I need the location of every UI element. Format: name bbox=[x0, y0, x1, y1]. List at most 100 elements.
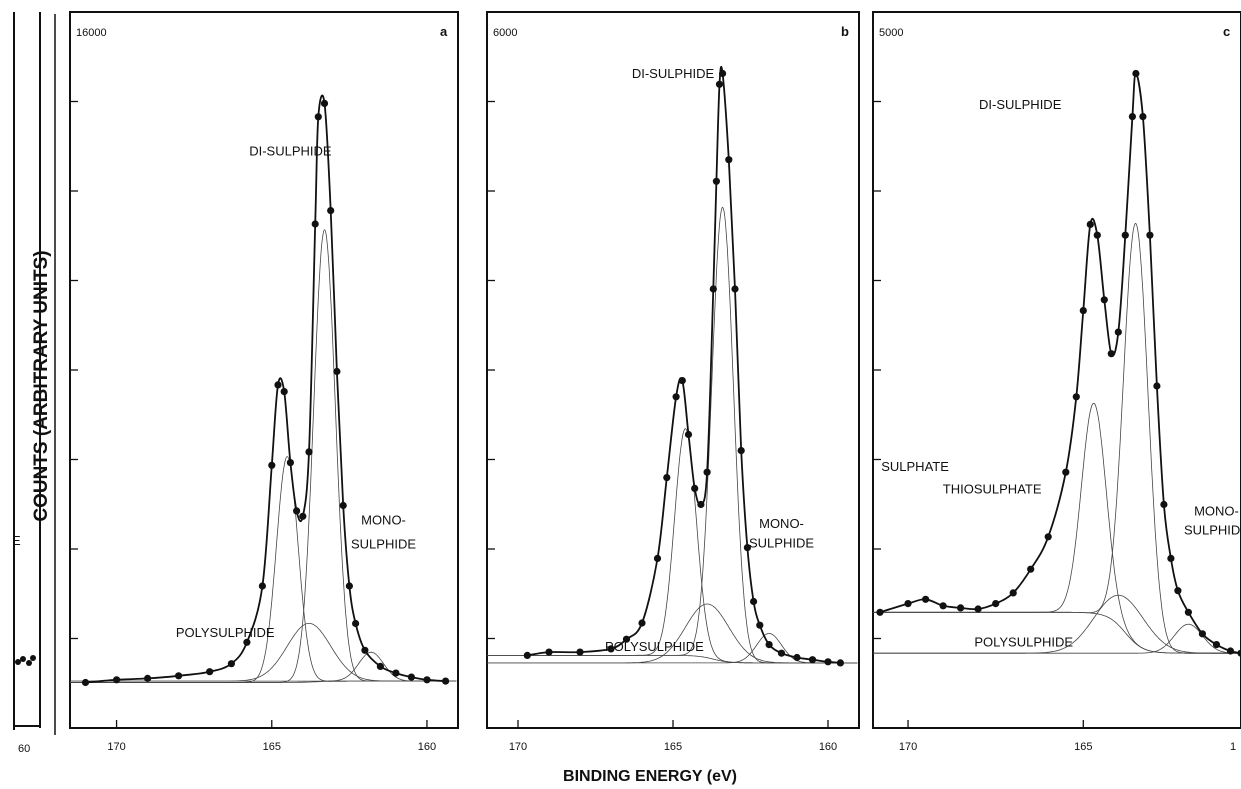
panel-a-chart: 170 165 160 16000 a DI-SULPHIDE MONO- SULPHIDE P… bbox=[69, 11, 459, 753]
x-tick-label: 160 bbox=[418, 741, 436, 753]
data-point bbox=[703, 468, 711, 476]
annotation-label: SULPHIDE bbox=[749, 536, 814, 551]
data-point bbox=[144, 674, 152, 683]
data-point bbox=[175, 672, 183, 680]
data-point bbox=[258, 582, 266, 590]
data-point bbox=[715, 80, 724, 88]
data-point bbox=[361, 646, 369, 654]
data-point bbox=[339, 501, 347, 510]
data-point bbox=[113, 676, 121, 684]
data-point bbox=[333, 367, 341, 376]
data-point bbox=[81, 678, 90, 687]
y-axis-title: COUNTS (ARBITRARY UNITS) bbox=[31, 250, 52, 521]
fit-component-line bbox=[487, 603, 858, 664]
x-axis-title: BINDING ENERGY (eV) bbox=[563, 768, 737, 785]
data-point bbox=[691, 484, 699, 492]
data-point bbox=[684, 430, 693, 439]
data-point bbox=[1167, 554, 1175, 563]
data-point bbox=[1226, 647, 1235, 655]
data-point bbox=[731, 285, 739, 293]
y-max-label: 5000 bbox=[879, 27, 903, 39]
y-max-label: 6000 bbox=[493, 27, 517, 39]
data-point bbox=[1093, 231, 1101, 239]
fit-component-line bbox=[70, 456, 457, 683]
panel-c-chart: 170 165 1 5000 c DI-SULPHIDE SULPHATE THIOSULPH… bbox=[872, 11, 1241, 753]
fit-component-line bbox=[873, 623, 1240, 654]
data-point bbox=[1139, 113, 1147, 121]
data-point bbox=[663, 474, 671, 482]
data-point bbox=[1198, 630, 1206, 638]
x-tick-label: 170 bbox=[899, 741, 917, 753]
fit-component-line bbox=[873, 611, 1240, 654]
data-point bbox=[1100, 296, 1108, 304]
data-point bbox=[737, 447, 745, 455]
left-edge-fragment: E 60 bbox=[12, 12, 56, 755]
data-point bbox=[836, 659, 845, 667]
data-point bbox=[1009, 589, 1017, 597]
y-max-label: 16000 bbox=[76, 27, 107, 39]
data-point bbox=[1128, 113, 1136, 121]
x-tick-label: 165 bbox=[664, 741, 682, 753]
data-point bbox=[327, 207, 335, 215]
fit-component-line bbox=[70, 651, 457, 682]
data-point bbox=[392, 669, 400, 677]
data-point bbox=[345, 582, 353, 590]
data-point bbox=[1044, 533, 1052, 541]
annotation-label: POLYSULPHIDE bbox=[974, 635, 1073, 650]
data-point bbox=[607, 645, 615, 653]
data-point bbox=[314, 113, 322, 121]
data-point bbox=[939, 602, 947, 610]
data-point bbox=[1121, 231, 1129, 239]
annotation-label: SULPHATE bbox=[881, 459, 949, 474]
data-point bbox=[808, 656, 817, 664]
data-point bbox=[305, 448, 313, 456]
data-point bbox=[1062, 468, 1070, 476]
data-point bbox=[423, 676, 431, 684]
panel-b-chart: 170 165 160 6000 b DI-SULPHIDE MONO- SULPHIDE PO… bbox=[486, 11, 860, 753]
data-point bbox=[672, 393, 680, 401]
data-point bbox=[697, 500, 705, 509]
data-point bbox=[1027, 565, 1035, 573]
data-point bbox=[678, 377, 686, 385]
data-point bbox=[876, 608, 884, 616]
data-point bbox=[653, 554, 662, 563]
annotation-label: POLYSULPHIDE bbox=[605, 639, 704, 654]
svg-text:E: E bbox=[12, 533, 21, 548]
data-point bbox=[576, 648, 584, 656]
data-point bbox=[293, 507, 301, 515]
data-point bbox=[243, 638, 251, 646]
data-point bbox=[1107, 350, 1115, 358]
fit-envelope-line bbox=[879, 72, 1241, 655]
data-point bbox=[376, 662, 384, 671]
fit-component-line bbox=[873, 222, 1240, 654]
annotation-label: THIOSULPHATE bbox=[943, 482, 1042, 497]
data-point bbox=[442, 677, 450, 685]
data-point bbox=[352, 619, 360, 628]
data-point bbox=[725, 156, 733, 164]
data-point bbox=[320, 99, 329, 107]
fit-component-line bbox=[70, 229, 457, 683]
annotation-label: DI-SULPHIDE bbox=[632, 66, 715, 81]
annotation-label: DI-SULPHIDE bbox=[249, 144, 332, 159]
x-tick-label: 170 bbox=[509, 741, 527, 753]
data-point bbox=[622, 635, 631, 643]
data-point bbox=[904, 600, 912, 608]
data-point bbox=[793, 653, 801, 662]
data-point bbox=[750, 597, 758, 606]
data-point bbox=[280, 388, 288, 396]
data-point bbox=[1212, 641, 1221, 649]
annotation-label: MONO- bbox=[1194, 503, 1239, 518]
data-point bbox=[1160, 500, 1168, 509]
x-tick-label: 165 bbox=[263, 741, 281, 753]
data-point bbox=[1132, 69, 1140, 78]
data-point bbox=[743, 544, 752, 552]
data-point bbox=[227, 660, 235, 668]
data-point bbox=[1146, 231, 1154, 239]
data-point bbox=[274, 381, 282, 389]
data-point bbox=[1086, 220, 1094, 228]
data-point bbox=[1184, 608, 1192, 616]
data-point bbox=[719, 69, 727, 78]
data-point bbox=[974, 605, 982, 613]
data-point bbox=[922, 595, 930, 603]
x-tick-label: 170 bbox=[107, 741, 125, 753]
